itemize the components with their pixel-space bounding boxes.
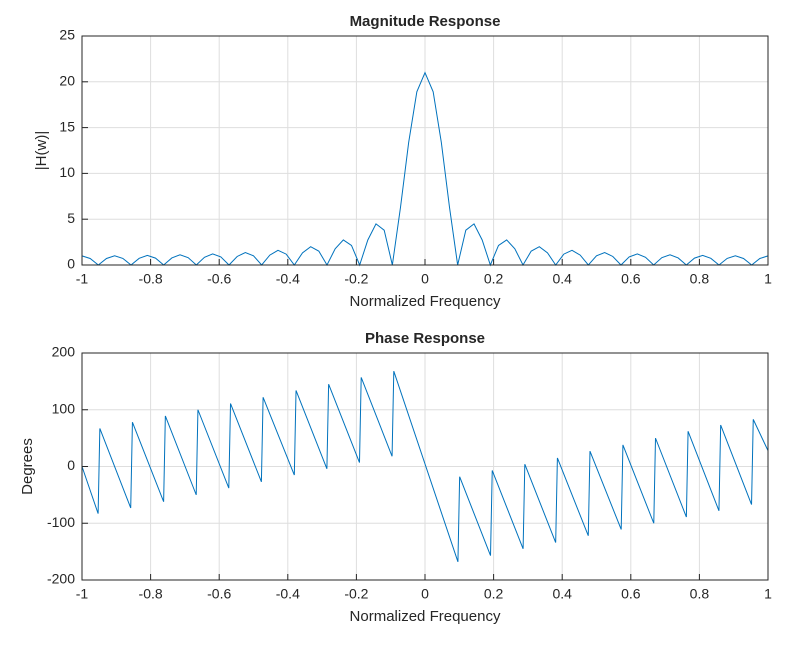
chart-title: Phase Response [365, 330, 485, 347]
y-tick-label: 25 [59, 27, 75, 43]
y-tick-label: 0 [67, 457, 75, 473]
x-tick-label: -0.4 [276, 271, 300, 287]
x-tick-label: 0 [421, 271, 429, 287]
y-tick-label: 0 [67, 256, 75, 272]
x-tick-label: 0.8 [690, 586, 710, 602]
data-line [81, 371, 769, 562]
axes-box [81, 352, 769, 581]
y-tick-label: 200 [52, 344, 76, 360]
x-tick-label: -0.4 [276, 586, 300, 602]
y-tick-label: 100 [52, 400, 76, 416]
x-tick-label: 0.2 [484, 271, 504, 287]
y-axis-label: |H(w)| [33, 131, 50, 170]
y-axis-label: Degrees [19, 438, 36, 495]
x-tick-label: -0.6 [207, 586, 231, 602]
y-tick-label: 20 [59, 73, 75, 89]
x-tick-label: 0.4 [552, 586, 572, 602]
x-tick-label: -0.8 [139, 271, 163, 287]
x-tick-label: 0.6 [621, 271, 641, 287]
x-tick-label: 1 [764, 271, 772, 287]
x-tick-label: 0.4 [552, 271, 572, 287]
x-tick-label: 0.6 [621, 586, 641, 602]
x-tick-label: -0.8 [139, 586, 163, 602]
x-axis-label: Normalized Frequency [350, 293, 501, 310]
y-tick-label: 5 [67, 210, 75, 226]
y-tick-label: -200 [47, 571, 75, 587]
x-tick-label: 1 [764, 586, 772, 602]
x-tick-label: -0.6 [207, 271, 231, 287]
chart-title: Magnitude Response [350, 13, 501, 30]
axes-box [81, 35, 769, 266]
x-tick-label: 0.8 [690, 271, 710, 287]
x-tick-label: -0.2 [344, 271, 368, 287]
y-tick-label: 10 [59, 164, 75, 180]
x-tick-label: -1 [76, 586, 89, 602]
x-tick-label: 0 [421, 586, 429, 602]
y-tick-label: 15 [59, 118, 75, 134]
x-tick-label: -0.2 [344, 586, 368, 602]
x-tick-label: 0.2 [484, 586, 504, 602]
x-axis-label: Normalized Frequency [350, 608, 501, 625]
y-tick-label: -100 [47, 514, 75, 530]
x-tick-label: -1 [76, 271, 89, 287]
